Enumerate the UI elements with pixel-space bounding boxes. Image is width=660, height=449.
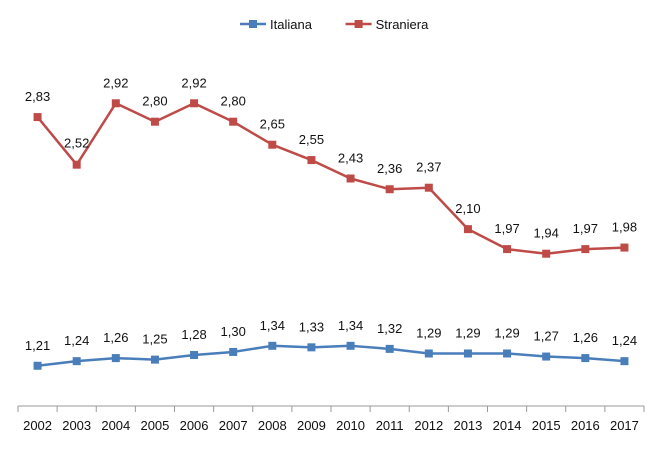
x-tick-label: 2017 xyxy=(610,418,639,433)
data-point xyxy=(620,243,629,252)
data-point xyxy=(620,357,629,366)
x-tick-label: 2004 xyxy=(101,418,130,433)
x-tick-label: 2016 xyxy=(571,418,600,433)
data-point xyxy=(463,349,472,358)
data-point xyxy=(503,349,512,358)
data-label: 2,36 xyxy=(377,161,402,176)
data-point xyxy=(307,343,316,352)
data-label: 1,26 xyxy=(103,330,128,345)
x-tick-label: 2010 xyxy=(336,418,365,433)
x-tick-label: 2006 xyxy=(180,418,209,433)
data-point xyxy=(190,351,199,360)
data-point xyxy=(385,185,394,194)
data-point xyxy=(385,344,394,353)
x-tick-label: 2014 xyxy=(493,418,522,433)
x-tick-label: 2015 xyxy=(532,418,561,433)
x-tick-label: 2002 xyxy=(23,418,52,433)
data-point xyxy=(150,355,159,364)
data-point xyxy=(542,249,551,258)
data-point xyxy=(268,140,277,149)
data-label: 1,29 xyxy=(455,325,480,340)
data-label: 1,34 xyxy=(338,318,363,333)
series-layer: 1,21 1,24 1,26 1,25 1,28 1,30 1,34 1,33 1,34 1,32… xyxy=(25,75,637,370)
data-label: 1,33 xyxy=(299,319,324,334)
data-label: 2,52 xyxy=(64,136,89,151)
legend-swatch-marker xyxy=(249,20,257,28)
data-point xyxy=(229,347,238,356)
data-point xyxy=(33,113,42,122)
data-label: 1,21 xyxy=(25,338,50,353)
x-tick-label: 2007 xyxy=(219,418,248,433)
data-label: 2,83 xyxy=(25,89,50,104)
data-point xyxy=(346,341,355,350)
data-point xyxy=(72,160,81,169)
data-point xyxy=(581,245,590,254)
data-point xyxy=(111,354,120,363)
legend-item-italiana: Italiana xyxy=(240,17,313,32)
data-label: 1,34 xyxy=(260,318,285,333)
series-line xyxy=(37,344,625,368)
data-label: 1,25 xyxy=(142,332,167,347)
data-label: 1,32 xyxy=(377,321,402,336)
data-point xyxy=(503,245,512,254)
data-label: 1,27 xyxy=(534,329,559,344)
data-label: 2,80 xyxy=(142,94,167,109)
data-point xyxy=(463,225,472,234)
data-label: 2,92 xyxy=(103,75,128,90)
data-point xyxy=(542,352,551,361)
data-point xyxy=(190,99,199,108)
data-point xyxy=(424,349,433,358)
data-label: 1,28 xyxy=(181,327,206,342)
data-point xyxy=(581,354,590,363)
x-tick-label: 2003 xyxy=(62,418,91,433)
legend-item-straniera: Straniera xyxy=(345,17,430,32)
data-label: 1,24 xyxy=(64,333,89,348)
data-point xyxy=(229,117,238,126)
data-label: 1,24 xyxy=(612,333,637,348)
data-label: 2,43 xyxy=(338,150,363,165)
data-label: 1,98 xyxy=(612,220,637,235)
data-label: 1,29 xyxy=(416,325,441,340)
series-straniera: 2,83 2,52 2,92 2,80 2,92 2,80 2,65 2,55 2,43 2,36… xyxy=(25,75,637,258)
data-point xyxy=(150,117,159,126)
data-point xyxy=(424,183,433,192)
data-label: 2,80 xyxy=(221,94,246,109)
data-label: 1,26 xyxy=(573,330,598,345)
series-italiana: 1,21 1,24 1,26 1,25 1,28 1,30 1,34 1,33 1,34 1,32… xyxy=(25,318,637,370)
data-label: 1,29 xyxy=(494,325,519,340)
x-axis: 2002 2003 2004 2005 2006 2007 2008 2009 2010 2011… xyxy=(17,405,645,433)
legend: Italiana Straniera xyxy=(240,17,429,32)
data-point xyxy=(33,361,42,370)
series-line xyxy=(36,102,625,255)
data-label: 2,65 xyxy=(260,117,285,132)
data-point xyxy=(72,357,81,366)
data-label: 1,97 xyxy=(573,221,598,236)
x-tick-label: 2011 xyxy=(376,418,404,433)
data-label: 2,55 xyxy=(299,132,324,147)
data-point xyxy=(307,156,316,165)
x-tick-label: 2005 xyxy=(140,418,169,433)
data-label: 2,92 xyxy=(181,75,206,90)
data-point xyxy=(268,341,277,350)
data-label: 1,30 xyxy=(221,324,246,339)
legend-label: Italiana xyxy=(270,17,313,32)
x-tick-label: 2009 xyxy=(297,418,326,433)
data-label: 2,37 xyxy=(416,160,441,175)
x-tick-label: 2008 xyxy=(258,418,287,433)
x-tick-label: 2012 xyxy=(414,418,443,433)
data-point xyxy=(346,174,355,183)
data-label: 1,94 xyxy=(534,226,559,241)
data-label: 1,97 xyxy=(494,221,519,236)
legend-swatch-marker xyxy=(354,20,363,28)
data-label: 2,10 xyxy=(455,201,480,216)
x-tick-label: 2013 xyxy=(453,418,482,433)
data-point xyxy=(111,99,120,108)
legend-label: Straniera xyxy=(376,17,430,32)
